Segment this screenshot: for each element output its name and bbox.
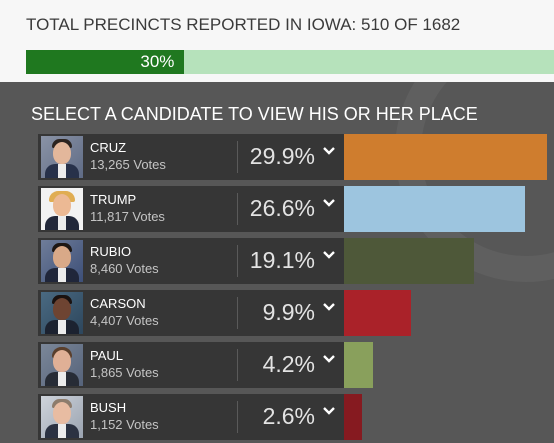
chevron-down-icon[interactable] — [322, 196, 336, 210]
candidate-bar-rubio — [344, 238, 474, 284]
candidate-row-trump[interactable]: TRUMP 11,817 Votes 26.6% — [38, 186, 554, 232]
candidate-votes: 1,865 Votes — [90, 365, 159, 380]
candidate-photo-carson — [41, 292, 83, 334]
chevron-down-icon[interactable] — [322, 404, 336, 418]
select-candidate-prompt: SELECT A CANDIDATE TO VIEW HIS OR HER PL… — [31, 104, 478, 124]
candidate-bar-paul — [344, 342, 373, 388]
candidate-name: CRUZ — [90, 140, 127, 155]
candidate-percent: 19.1% — [249, 247, 315, 273]
precincts-progress-label: 30% — [140, 52, 175, 71]
card-divider — [237, 245, 238, 277]
candidate-percent: 29.9% — [249, 143, 315, 169]
candidate-name: PAUL — [90, 348, 123, 363]
candidate-list: CRUZ 13,265 Votes 29.9% TRUMP 11,817 Vot… — [38, 134, 554, 443]
candidate-votes: 8,460 Votes — [90, 261, 159, 276]
candidate-bar-cruz — [344, 134, 547, 180]
chevron-down-icon[interactable] — [322, 248, 336, 262]
candidate-bar-bush — [344, 394, 362, 440]
chevron-down-icon[interactable] — [322, 144, 336, 158]
card-divider — [237, 297, 238, 329]
card-divider — [237, 349, 238, 381]
candidate-card: TRUMP 11,817 Votes 26.6% — [38, 186, 344, 232]
candidate-photo-cruz — [41, 136, 83, 178]
candidate-row-rubio[interactable]: RUBIO 8,460 Votes 19.1% — [38, 238, 554, 284]
candidate-percent: 26.6% — [249, 195, 315, 221]
candidate-percent: 9.9% — [262, 299, 315, 325]
candidate-bar-trump — [344, 186, 525, 232]
precincts-progress-fill: 30% — [26, 50, 185, 74]
candidate-votes: 13,265 Votes — [90, 157, 166, 172]
card-divider — [237, 141, 238, 173]
chevron-down-icon[interactable] — [322, 300, 336, 314]
candidate-votes: 11,817 Votes — [90, 209, 165, 224]
candidate-name: RUBIO — [90, 244, 132, 259]
candidate-card: PAUL 1,865 Votes 4.2% — [38, 342, 344, 388]
candidate-card: CARSON 4,407 Votes 9.9% — [38, 290, 344, 336]
candidate-card: RUBIO 8,460 Votes 19.1% — [38, 238, 344, 284]
candidate-row-carson[interactable]: CARSON 4,407 Votes 9.9% — [38, 290, 554, 336]
candidate-percent: 4.2% — [262, 351, 315, 377]
precincts-reported-heading: TOTAL PRECINCTS REPORTED IN IOWA: 510 OF… — [26, 15, 461, 34]
candidate-name: TRUMP — [90, 192, 137, 207]
card-divider — [237, 193, 238, 225]
card-divider — [237, 401, 238, 433]
candidate-votes: 4,407 Votes — [90, 313, 159, 328]
chevron-down-icon[interactable] — [322, 352, 336, 366]
precincts-progress-bar: 30% — [26, 50, 554, 74]
candidate-name: CARSON — [90, 296, 146, 311]
candidate-bar-carson — [344, 290, 411, 336]
candidate-row-paul[interactable]: PAUL 1,865 Votes 4.2% — [38, 342, 554, 388]
candidate-votes: 1,152 Votes — [90, 417, 159, 432]
candidate-percent: 2.6% — [262, 403, 315, 429]
candidate-name: BUSH — [90, 400, 127, 415]
candidate-card: BUSH 1,152 Votes 2.6% — [38, 394, 344, 440]
candidate-row-cruz[interactable]: CRUZ 13,265 Votes 29.9% — [38, 134, 554, 180]
candidate-card: CRUZ 13,265 Votes 29.9% — [38, 134, 344, 180]
candidate-photo-bush — [41, 396, 83, 438]
candidate-photo-trump — [41, 188, 83, 230]
candidate-row-bush[interactable]: BUSH 1,152 Votes 2.6% — [38, 394, 554, 440]
candidate-photo-paul — [41, 344, 83, 386]
candidate-photo-rubio — [41, 240, 83, 282]
